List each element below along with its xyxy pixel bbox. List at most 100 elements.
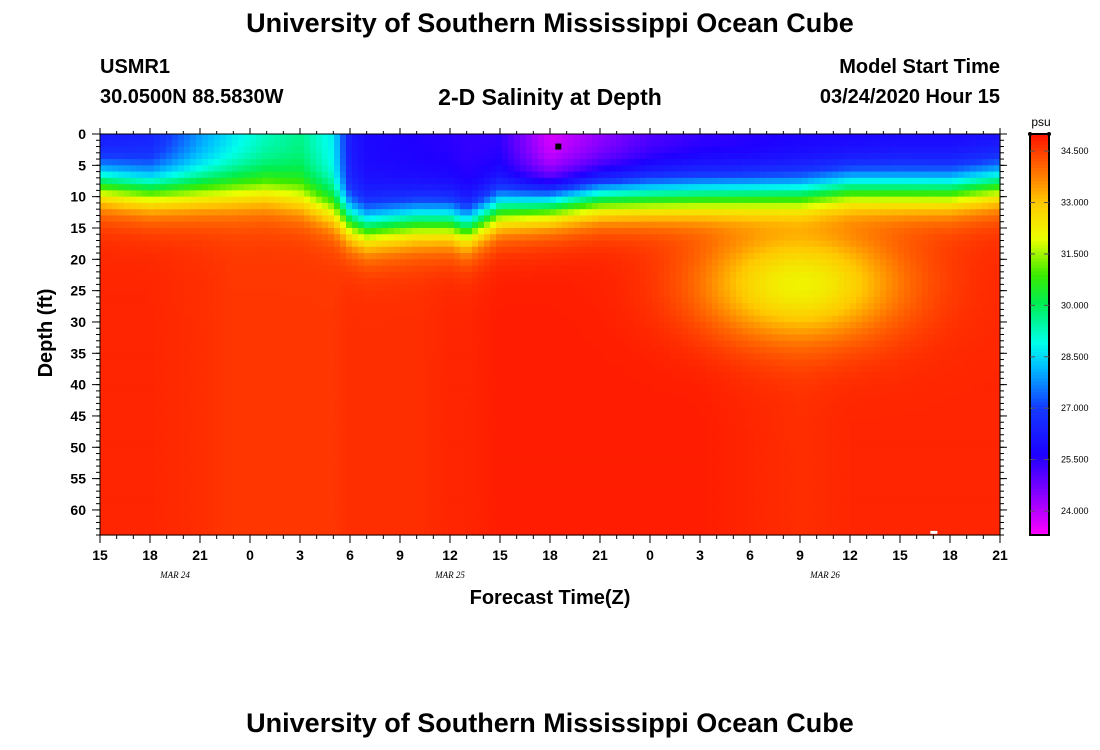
- heatmap-cell: [664, 240, 671, 248]
- heatmap-cell: [142, 303, 149, 311]
- heatmap-cell: [844, 321, 851, 329]
- heatmap-cell: [148, 227, 155, 235]
- heatmap-cell: [862, 253, 869, 260]
- heatmap-cell: [634, 296, 641, 304]
- heatmap-cell: [340, 221, 347, 229]
- heatmap-cell: [580, 271, 587, 279]
- heatmap-cell: [922, 165, 929, 173]
- heatmap-cell: [490, 202, 497, 210]
- heatmap-cell: [280, 165, 287, 173]
- heatmap-cell: [520, 196, 527, 204]
- heatmap-cell: [982, 309, 989, 317]
- heatmap-cell: [244, 196, 251, 204]
- heatmap-cell: [148, 140, 155, 148]
- heatmap-cell: [148, 271, 155, 279]
- heatmap-cell: [184, 159, 191, 166]
- heatmap-cell: [106, 190, 113, 198]
- heatmap-cell: [640, 171, 647, 179]
- heatmap-cell: [580, 196, 587, 204]
- heatmap-cell: [628, 196, 635, 204]
- heatmap-cell: [520, 321, 527, 329]
- heatmap-cell: [262, 290, 269, 298]
- heatmap-cell: [994, 309, 1001, 317]
- heatmap-cell: [886, 290, 893, 298]
- heatmap-cell: [862, 259, 869, 267]
- heatmap-cell: [688, 221, 695, 229]
- heatmap-cell: [496, 227, 503, 235]
- heatmap-cell: [898, 196, 905, 204]
- heatmap-cell: [358, 209, 365, 217]
- heatmap-cell: [106, 315, 113, 323]
- heatmap-cell: [232, 340, 239, 348]
- heatmap-cell: [202, 246, 209, 254]
- heatmap-cell: [448, 215, 455, 223]
- heatmap-cell: [250, 202, 257, 210]
- heatmap-cell: [460, 190, 467, 198]
- heatmap-cell: [304, 177, 311, 185]
- heatmap-cell: [808, 259, 815, 267]
- heatmap-cell: [490, 215, 497, 223]
- heatmap-cell: [778, 290, 785, 298]
- heatmap-cell: [526, 152, 533, 160]
- heatmap-cell: [214, 253, 221, 260]
- heatmap-cell: [904, 284, 911, 292]
- heatmap-cell: [160, 184, 167, 191]
- heatmap-cell: [490, 221, 497, 229]
- heatmap-cell: [532, 315, 539, 323]
- heatmap-cell: [340, 340, 347, 348]
- heatmap-cell: [268, 190, 275, 198]
- heatmap-cell: [400, 140, 407, 148]
- heatmap-cell: [514, 196, 521, 204]
- heatmap-cell: [640, 296, 647, 304]
- heatmap-cell: [592, 321, 599, 329]
- heatmap-cell: [448, 202, 455, 210]
- heatmap-cell: [814, 234, 821, 242]
- heatmap-cell: [712, 284, 719, 292]
- heatmap-cell: [208, 271, 215, 279]
- heatmap-cell: [724, 196, 731, 204]
- heatmap-cell: [100, 190, 107, 198]
- heatmap-cell: [124, 334, 131, 342]
- heatmap-cell: [430, 265, 437, 273]
- heatmap-cell: [388, 134, 395, 141]
- heatmap-cell: [100, 253, 107, 260]
- heatmap-cell: [250, 240, 257, 248]
- heatmap-cell: [700, 202, 707, 210]
- heatmap-cell: [460, 290, 467, 298]
- heatmap-cell: [526, 171, 533, 179]
- heatmap-cell: [472, 265, 479, 273]
- heatmap-cell: [400, 146, 407, 154]
- heatmap-cell: [184, 253, 191, 260]
- heatmap-cell: [328, 290, 335, 298]
- heatmap-cell: [460, 177, 467, 185]
- heatmap-cell: [334, 165, 341, 173]
- heatmap-cell: [592, 303, 599, 311]
- heatmap-cell: [898, 259, 905, 267]
- heatmap-cell: [850, 184, 857, 191]
- heatmap-cell: [328, 146, 335, 154]
- heatmap-cell: [424, 152, 431, 160]
- heatmap-cell: [190, 140, 197, 148]
- heatmap-cell: [472, 159, 479, 166]
- heatmap-cell: [364, 215, 371, 223]
- heatmap-cell: [166, 240, 173, 248]
- heatmap-cell: [424, 190, 431, 198]
- heatmap-cell: [760, 215, 767, 223]
- heatmap-cell: [490, 284, 497, 292]
- heatmap-cell: [790, 227, 797, 235]
- heatmap-cell: [502, 309, 509, 317]
- heatmap-cell: [298, 171, 305, 179]
- heatmap-cell: [172, 246, 179, 254]
- heatmap-cell: [304, 303, 311, 311]
- heatmap-cell: [148, 340, 155, 348]
- heatmap-cell: [112, 309, 119, 317]
- heatmap-cell: [880, 152, 887, 160]
- heatmap-cell: [976, 165, 983, 173]
- heatmap-cell: [394, 309, 401, 317]
- heatmap-cell: [280, 184, 287, 191]
- heatmap-cell: [976, 227, 983, 235]
- heatmap-cell: [436, 140, 443, 148]
- heatmap-cell: [928, 177, 935, 185]
- heatmap-cell: [460, 171, 467, 179]
- heatmap-cell: [232, 215, 239, 223]
